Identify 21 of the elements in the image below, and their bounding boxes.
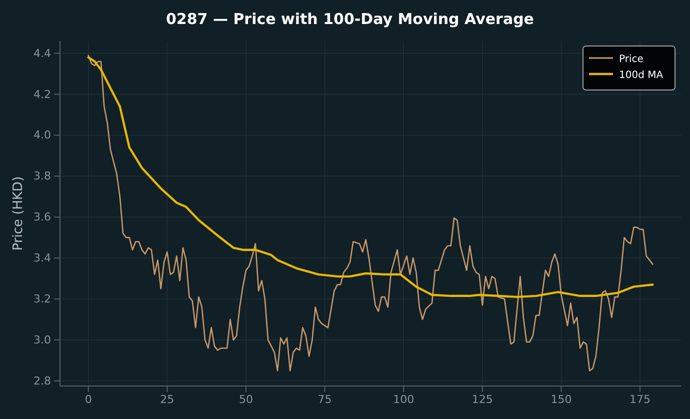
x-tick-label: 50 <box>238 392 253 406</box>
x-tick-label: 150 <box>550 392 572 406</box>
legend-label: Price <box>619 54 644 65</box>
y-tick-label: 3.0 <box>34 333 51 346</box>
y-tick-label: 3.6 <box>34 210 51 224</box>
y-axis-title: Price (HKD) <box>11 176 26 251</box>
y-tick-label: 4.4 <box>34 46 51 60</box>
x-tick-label: 175 <box>630 392 651 406</box>
x-tick-label: 100 <box>393 392 414 406</box>
y-tick-label: 3.4 <box>34 252 51 265</box>
x-tick-label: 0 <box>84 392 92 406</box>
y-tick-label: 4.0 <box>34 128 51 142</box>
x-tick-label: 125 <box>472 392 493 406</box>
y-tick-label: 3.2 <box>34 292 51 306</box>
x-tick-label: 25 <box>160 392 174 406</box>
y-tick-label: 4.2 <box>34 88 51 101</box>
y-tick-label: 3.8 <box>34 170 51 183</box>
y-tick-label: 2.8 <box>34 374 51 388</box>
x-tick-label: 75 <box>318 392 332 406</box>
chart-title: 0287 — Price with 100-Day Moving Average <box>166 10 534 28</box>
legend-label: 100d MA <box>619 70 664 81</box>
